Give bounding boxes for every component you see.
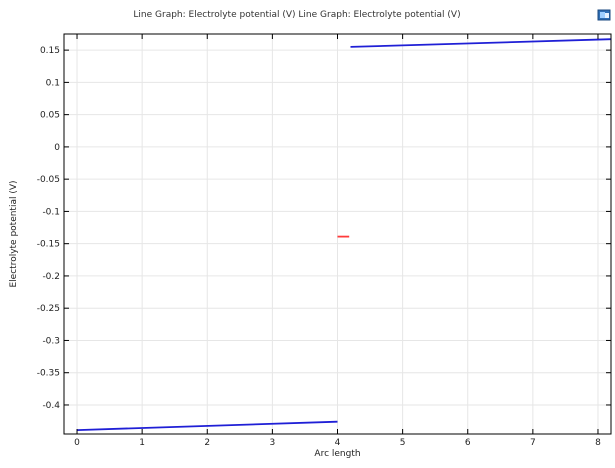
y-tick-label: -0.35 <box>37 369 60 379</box>
series-line-2 <box>350 38 612 48</box>
x-tick-label: 0 <box>74 438 80 448</box>
y-tick-label: -0.05 <box>37 175 60 185</box>
y-axis-label: Electrolyte potential (V) <box>9 180 19 287</box>
x-tick-label: 3 <box>270 438 276 448</box>
y-tick-label: 0.15 <box>40 46 60 56</box>
y-tick-label: 0 <box>54 143 60 153</box>
y-tick-label: -0.4 <box>42 401 60 411</box>
chart-title: Line Graph: Electrolyte potential (V) Li… <box>133 10 460 20</box>
x-axis-label: Arc length <box>314 449 360 459</box>
x-tick-label: 8 <box>595 438 601 448</box>
x-tick-label: 6 <box>465 438 471 448</box>
x-tick-label: 7 <box>530 438 536 448</box>
y-tick-label: -0.3 <box>42 336 60 346</box>
x-tick-label: 5 <box>400 438 406 448</box>
y-tick-label: -0.15 <box>37 240 60 250</box>
y-tick-label: 0.05 <box>40 111 60 121</box>
axis-ticks: 0 1 2 3 4 5 6 7 8 0.15 0.1 0.05 0 -0.05 -0.1 -0.15 -0.2 -… <box>37 34 611 448</box>
y-tick-label: -0.2 <box>42 272 60 282</box>
series-layer <box>76 38 612 431</box>
series-line-1 <box>76 420 338 431</box>
y-tick-label: 0.1 <box>46 78 60 88</box>
grid <box>64 34 611 434</box>
x-tick-label: 4 <box>335 438 341 448</box>
y-tick-label: -0.25 <box>37 304 60 314</box>
x-tick-label: 1 <box>139 438 145 448</box>
y-tick-label: -0.1 <box>42 207 60 217</box>
image-export-icon[interactable] <box>597 9 611 21</box>
x-tick-label: 2 <box>204 438 210 448</box>
